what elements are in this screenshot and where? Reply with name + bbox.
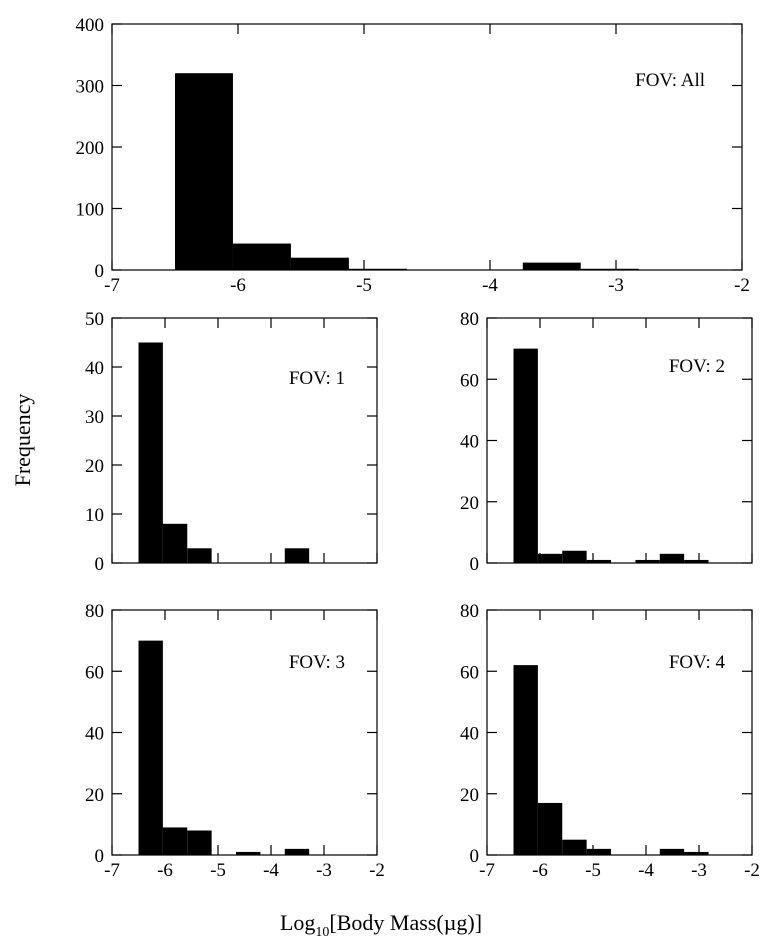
bar [175, 73, 233, 270]
panel: 0 20 40 60 80 -7 -6 -5 -4 -3 -2 FOV: 3 [85, 601, 385, 881]
x-tick-label: -5 [210, 860, 226, 881]
x-tick-label: -7 [104, 860, 120, 881]
y-tick-label: 40 [85, 358, 104, 379]
annotation: FOV: All [635, 70, 705, 91]
bar [290, 257, 349, 270]
bar [138, 342, 163, 563]
bar [236, 851, 261, 855]
x-tick-label: -7 [479, 860, 495, 881]
x-tick-label: -4 [638, 860, 654, 881]
plot-frame [111, 317, 378, 564]
bar [232, 243, 291, 270]
x-tick-label: -2 [734, 275, 750, 296]
y-tick-label: 0 [470, 554, 480, 575]
x-tick-label: -4 [482, 275, 498, 296]
y-tick-label: 200 [76, 138, 105, 159]
bar [187, 830, 212, 855]
y-tick-label: 0 [470, 846, 480, 867]
y-tick-label: 300 [76, 77, 105, 98]
x-label-base: Log [280, 910, 315, 935]
bar [562, 839, 587, 855]
y-tick-label: 50 [85, 309, 104, 330]
panel: 0 10 20 30 40 50 FOV: 1 [85, 309, 378, 575]
annotation: FOV: 2 [669, 356, 725, 377]
y-tick-label: 60 [85, 662, 104, 683]
bar [537, 553, 563, 563]
panel: 0 20 40 60 80 -7 -6 -5 -4 -3 -2 FOV: 4 [460, 601, 760, 881]
annotation: FOV: 1 [289, 368, 345, 389]
x-axis-label: Log10[Body Mass(µg)] [280, 910, 482, 940]
bar [162, 827, 188, 855]
bar [562, 550, 587, 563]
bar [537, 802, 563, 855]
x-tick-label: -5 [356, 275, 372, 296]
bar [659, 848, 685, 855]
y-tick-label: 20 [460, 493, 479, 514]
y-tick-label: 20 [85, 456, 104, 477]
bar [187, 548, 212, 563]
y-tick-label: 80 [85, 601, 104, 622]
x-tick-label: -6 [157, 860, 173, 881]
y-axis-label: Frequency [10, 394, 35, 487]
bar [162, 523, 188, 563]
x-tick-label: -3 [608, 275, 624, 296]
y-tick-label: 80 [460, 309, 479, 330]
bar [635, 559, 660, 563]
y-tick-label: 60 [460, 370, 479, 391]
y-tick-label: 40 [460, 724, 479, 745]
annotation: FOV: 4 [669, 652, 726, 673]
bar [513, 665, 538, 855]
panel: 0 100 200 300 400 -7 -6 -5 -4 -3 -2 FOV: All [76, 15, 750, 296]
x-tick-label: -3 [691, 860, 707, 881]
y-tick-label: 30 [85, 407, 104, 428]
bar [586, 848, 612, 855]
y-tick-label: 60 [460, 662, 479, 683]
y-tick-label: 400 [76, 15, 105, 36]
bar [513, 348, 538, 563]
bar [284, 548, 310, 563]
y-tick-label: 0 [95, 261, 105, 282]
bar [684, 559, 709, 563]
y-tick-label: 100 [76, 200, 105, 221]
bar [586, 559, 612, 563]
x-label-subscript: 10 [315, 925, 329, 940]
bar [348, 268, 407, 270]
y-tick-label: 40 [460, 432, 479, 453]
bar [138, 640, 163, 855]
x-tick-label: -2 [744, 860, 760, 881]
bar [580, 268, 639, 270]
bar [684, 851, 709, 855]
y-tick-label: 10 [85, 505, 104, 526]
y-tick-label: 20 [85, 785, 104, 806]
bar [659, 553, 685, 563]
x-label-rest: [Body Mass(µg)] [329, 910, 482, 935]
bar [522, 262, 581, 270]
annotation: FOV: 3 [289, 652, 345, 673]
x-tick-label: -7 [104, 275, 120, 296]
panel: 0 20 40 60 80 FOV: 2 [460, 309, 753, 575]
y-tick-label: 0 [95, 846, 105, 867]
y-tick-label: 80 [460, 601, 479, 622]
bar [284, 848, 310, 855]
x-tick-label: -3 [316, 860, 332, 881]
x-tick-label: -5 [585, 860, 601, 881]
x-tick-label: -4 [263, 860, 279, 881]
y-tick-label: 0 [95, 554, 105, 575]
x-tick-label: -2 [369, 860, 385, 881]
y-tick-label: 20 [460, 785, 479, 806]
x-tick-label: -6 [532, 860, 548, 881]
y-tick-label: 40 [85, 724, 104, 745]
x-tick-label: -6 [230, 275, 246, 296]
